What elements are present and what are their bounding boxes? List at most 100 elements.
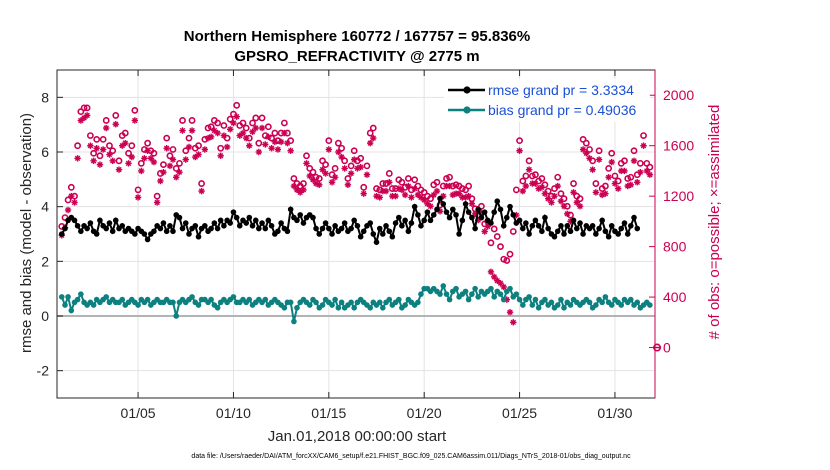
possible-obs-point [446,173,453,181]
possible-obs-point [258,114,266,122]
assimilated-obs-point [322,170,329,177]
bias-point [558,296,564,303]
bias-point [214,305,221,311]
bias-point [462,288,469,295]
assimilated-obs-point [265,133,272,141]
possible-obs-point [490,225,498,233]
bias-point [294,305,300,311]
y-tick-label-5: 8 [41,89,49,105]
possible-obs-point [255,139,263,147]
possible-obs-point [153,192,161,200]
rmse-point [418,223,424,229]
rmse-point [351,217,357,224]
bias-point [195,302,202,308]
rmse-point [523,220,529,226]
rmse-point [424,209,431,215]
assimilated-obs-point [405,182,412,190]
assimilated-obs-point [163,145,170,152]
assimilated-obs-point [112,121,119,128]
rmse-point [497,206,504,213]
rmse-point [294,217,300,224]
possible-obs-point [300,180,307,187]
assimilated-obs-point [287,147,294,154]
rmse-point [160,220,167,226]
legend-bias-label: bias grand pr = 0.49036 [488,102,636,118]
possible-obs-point [509,228,517,235]
assimilated-obs-point [138,167,145,175]
rmse-point [284,228,291,235]
legend-box [444,79,650,122]
assimilated-obs-point [169,156,177,163]
rmse-point [278,220,284,226]
bias-point [144,296,151,303]
rmse-point [440,201,447,207]
rmse-point [370,231,377,237]
assimilated-obs-point [64,206,72,214]
bias-point [618,302,625,308]
rmse-point [202,223,208,229]
assimilated-obs-point [103,124,110,132]
rmse-point [411,203,418,210]
rmse-point [402,217,408,224]
rmse-point [634,225,641,232]
assimilated-obs-point [211,127,218,134]
assimilated-obs-point [532,180,539,187]
assimilated-obs-point [160,168,167,176]
assimilated-obs-point [611,180,619,187]
possible-obs-point [608,149,616,157]
bias-point [351,305,357,311]
x-tick-label-3: 01/20 [407,405,442,421]
y2-axis-label: # of obs: o=possible; ×=assimilated [706,105,723,340]
assimilated-obs-point [363,171,371,178]
assimilated-obs-point [90,157,97,165]
rmse-point [144,236,151,243]
assimilated-obs-point [303,160,310,167]
rmse-point [262,225,269,232]
rmse-point [103,225,110,232]
rmse-point [93,231,100,237]
rmse-point [265,217,272,224]
rmse-point [472,225,478,232]
assimilated-obs-point [640,142,647,149]
possible-obs-point [121,129,129,137]
possible-obs-point [264,123,272,131]
possible-obs-point [242,124,250,132]
assimilated-obs-point [519,187,527,195]
assimilated-obs-point [109,157,116,165]
rmse-point [357,233,364,240]
assimilated-obs-point [516,147,523,154]
chart-subtitle: GPSRO_REFRACTIVITY @ 2775 m [234,48,479,65]
rmse-point [462,201,469,207]
rmse-point [599,217,605,224]
rmse-point [78,228,84,235]
bias-point [491,294,497,300]
assimilated-obs-point [576,203,584,210]
rmse-point [608,223,615,229]
bias-point [627,296,634,303]
possible-obs-point [427,195,434,203]
possible-obs-point [77,108,85,116]
assimilated-obs-point [173,174,180,181]
bias-point [332,296,338,303]
rmse-point [332,223,338,229]
assimilated-obs-point [347,170,355,177]
assimilated-obs-point [386,179,393,186]
assimilated-obs-point [338,153,345,161]
rmse-point [627,223,634,229]
rmse-point [62,225,68,232]
assimilated-obs-point [195,151,202,158]
assimilated-obs-point [157,177,164,185]
assimilated-obs-point [627,181,634,188]
possible-obs-point [169,146,177,153]
assimilated-obs-point [522,182,530,190]
possible-obs-point [385,170,393,177]
assimilated-obs-point [398,186,406,194]
rmse-point [621,220,628,226]
rmse-point [341,220,348,226]
assimilated-obs-point [150,158,158,166]
bias-point [230,294,237,300]
possible-obs-point [344,175,352,182]
possible-obs-point [102,117,110,124]
bias-point [380,305,386,311]
possible-obs-point [388,185,396,192]
